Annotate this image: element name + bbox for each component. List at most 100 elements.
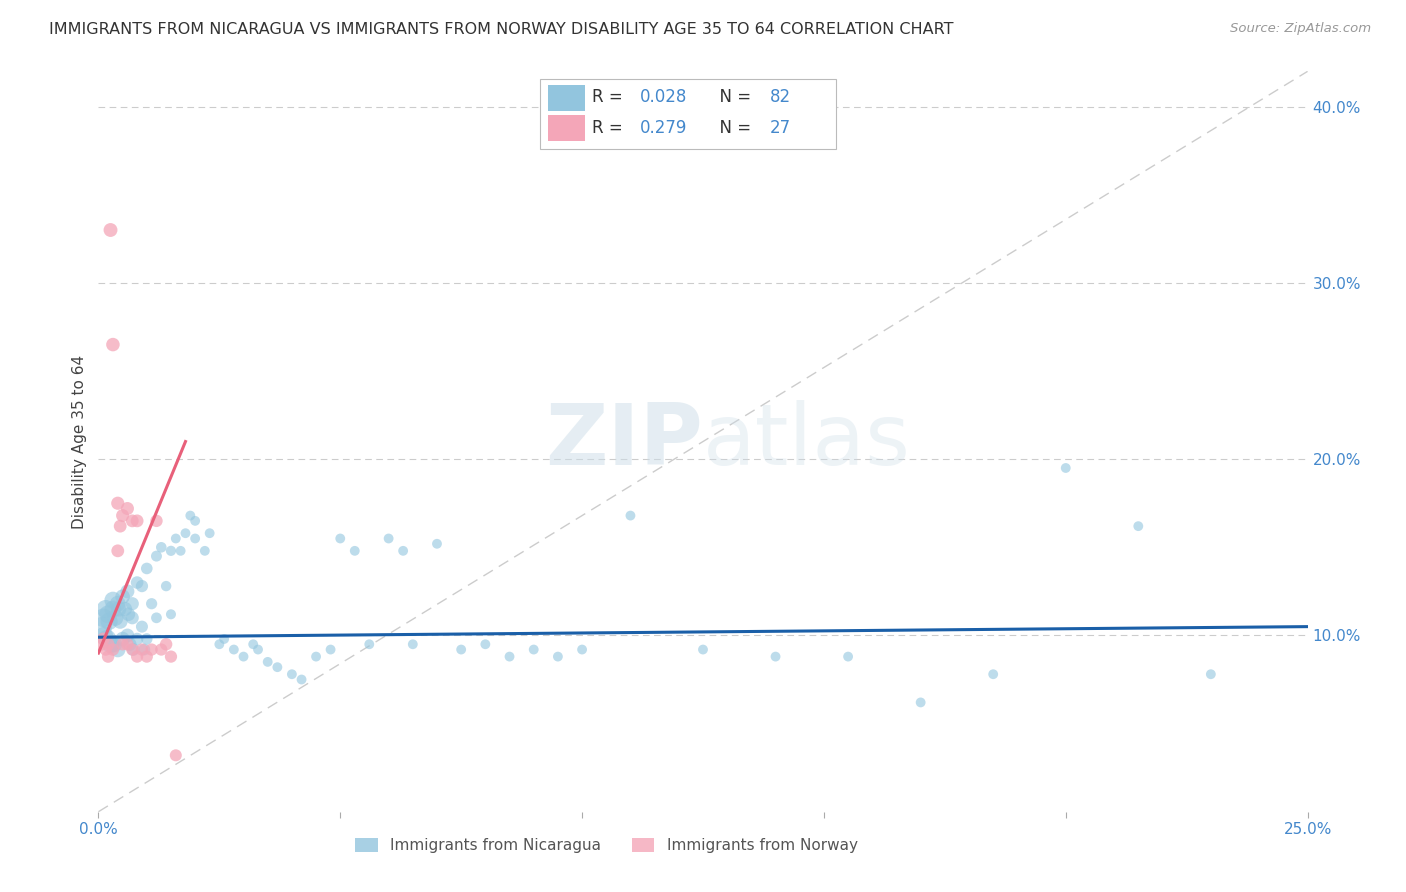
Point <box>101 602 124 616</box>
Point <box>165 532 187 546</box>
Point <box>141 597 163 611</box>
Point <box>97 607 120 622</box>
Point <box>121 611 143 625</box>
Text: 82: 82 <box>769 88 790 106</box>
Point <box>377 532 399 546</box>
Point <box>359 637 381 651</box>
Point <box>107 642 129 657</box>
Point <box>96 632 118 646</box>
Point <box>765 649 787 664</box>
Point <box>94 642 117 657</box>
Point <box>93 628 115 642</box>
Point <box>101 593 124 607</box>
Point <box>135 632 157 646</box>
Point <box>145 514 167 528</box>
Point <box>290 673 312 687</box>
Point <box>184 514 207 528</box>
Point <box>498 649 520 664</box>
Y-axis label: Disability Age 35 to 64: Disability Age 35 to 64 <box>72 354 87 529</box>
Point <box>111 637 134 651</box>
Point <box>94 602 117 616</box>
Point <box>127 514 149 528</box>
FancyBboxPatch shape <box>548 115 585 141</box>
Point <box>329 532 352 546</box>
Point <box>571 642 593 657</box>
Point <box>100 637 122 651</box>
Point <box>121 514 143 528</box>
Point <box>121 642 143 657</box>
Text: N =: N = <box>709 88 756 106</box>
Point <box>98 615 121 629</box>
Point <box>160 607 183 622</box>
Point <box>117 584 139 599</box>
Point <box>117 628 139 642</box>
Point <box>402 637 425 651</box>
Point <box>450 642 472 657</box>
Point <box>1199 667 1222 681</box>
Point <box>981 667 1004 681</box>
Point <box>1054 461 1077 475</box>
Point <box>145 549 167 563</box>
Point <box>104 611 127 625</box>
Point <box>266 660 288 674</box>
Point <box>145 611 167 625</box>
Point <box>256 655 278 669</box>
FancyBboxPatch shape <box>540 78 837 149</box>
Point <box>131 642 153 657</box>
Point <box>160 649 183 664</box>
Point <box>212 632 235 646</box>
Point <box>174 526 197 541</box>
Point <box>117 501 139 516</box>
Point <box>165 748 187 763</box>
Text: ZIP: ZIP <box>546 400 703 483</box>
Point <box>107 544 129 558</box>
Point <box>134 642 156 657</box>
Text: 27: 27 <box>769 120 790 137</box>
Point <box>107 602 129 616</box>
Point <box>114 602 136 616</box>
Point <box>101 337 124 351</box>
Point <box>117 637 139 651</box>
Text: Source: ZipAtlas.com: Source: ZipAtlas.com <box>1230 22 1371 36</box>
Point <box>150 541 173 555</box>
Point <box>1128 519 1150 533</box>
Point <box>135 561 157 575</box>
Point <box>135 649 157 664</box>
Text: 0.279: 0.279 <box>640 120 688 137</box>
Point <box>910 695 932 709</box>
Point <box>90 637 112 651</box>
Point <box>169 544 191 558</box>
Point <box>343 544 366 558</box>
Point <box>281 667 304 681</box>
FancyBboxPatch shape <box>548 85 585 111</box>
Point <box>97 637 120 651</box>
Point <box>155 637 177 651</box>
Point <box>150 642 173 657</box>
Point <box>118 637 141 651</box>
Point <box>208 637 231 651</box>
Text: atlas: atlas <box>703 400 911 483</box>
Point <box>194 544 217 558</box>
Text: R =: R = <box>592 88 627 106</box>
Point <box>91 632 114 646</box>
Legend: Immigrants from Nicaragua, Immigrants from Norway: Immigrants from Nicaragua, Immigrants fr… <box>349 832 863 860</box>
Point <box>426 537 449 551</box>
Text: R =: R = <box>592 120 627 137</box>
Point <box>111 590 134 604</box>
Point <box>222 642 245 657</box>
Point <box>107 597 129 611</box>
Point <box>474 637 496 651</box>
Point <box>107 496 129 510</box>
Point <box>232 649 254 664</box>
Text: N =: N = <box>709 120 756 137</box>
Point <box>127 632 149 646</box>
Point <box>184 532 207 546</box>
Point <box>100 223 122 237</box>
Point <box>131 619 153 633</box>
Point <box>108 615 131 629</box>
Point <box>305 649 328 664</box>
Point <box>692 642 714 657</box>
Point <box>111 508 134 523</box>
Point <box>179 508 201 523</box>
Point <box>155 579 177 593</box>
